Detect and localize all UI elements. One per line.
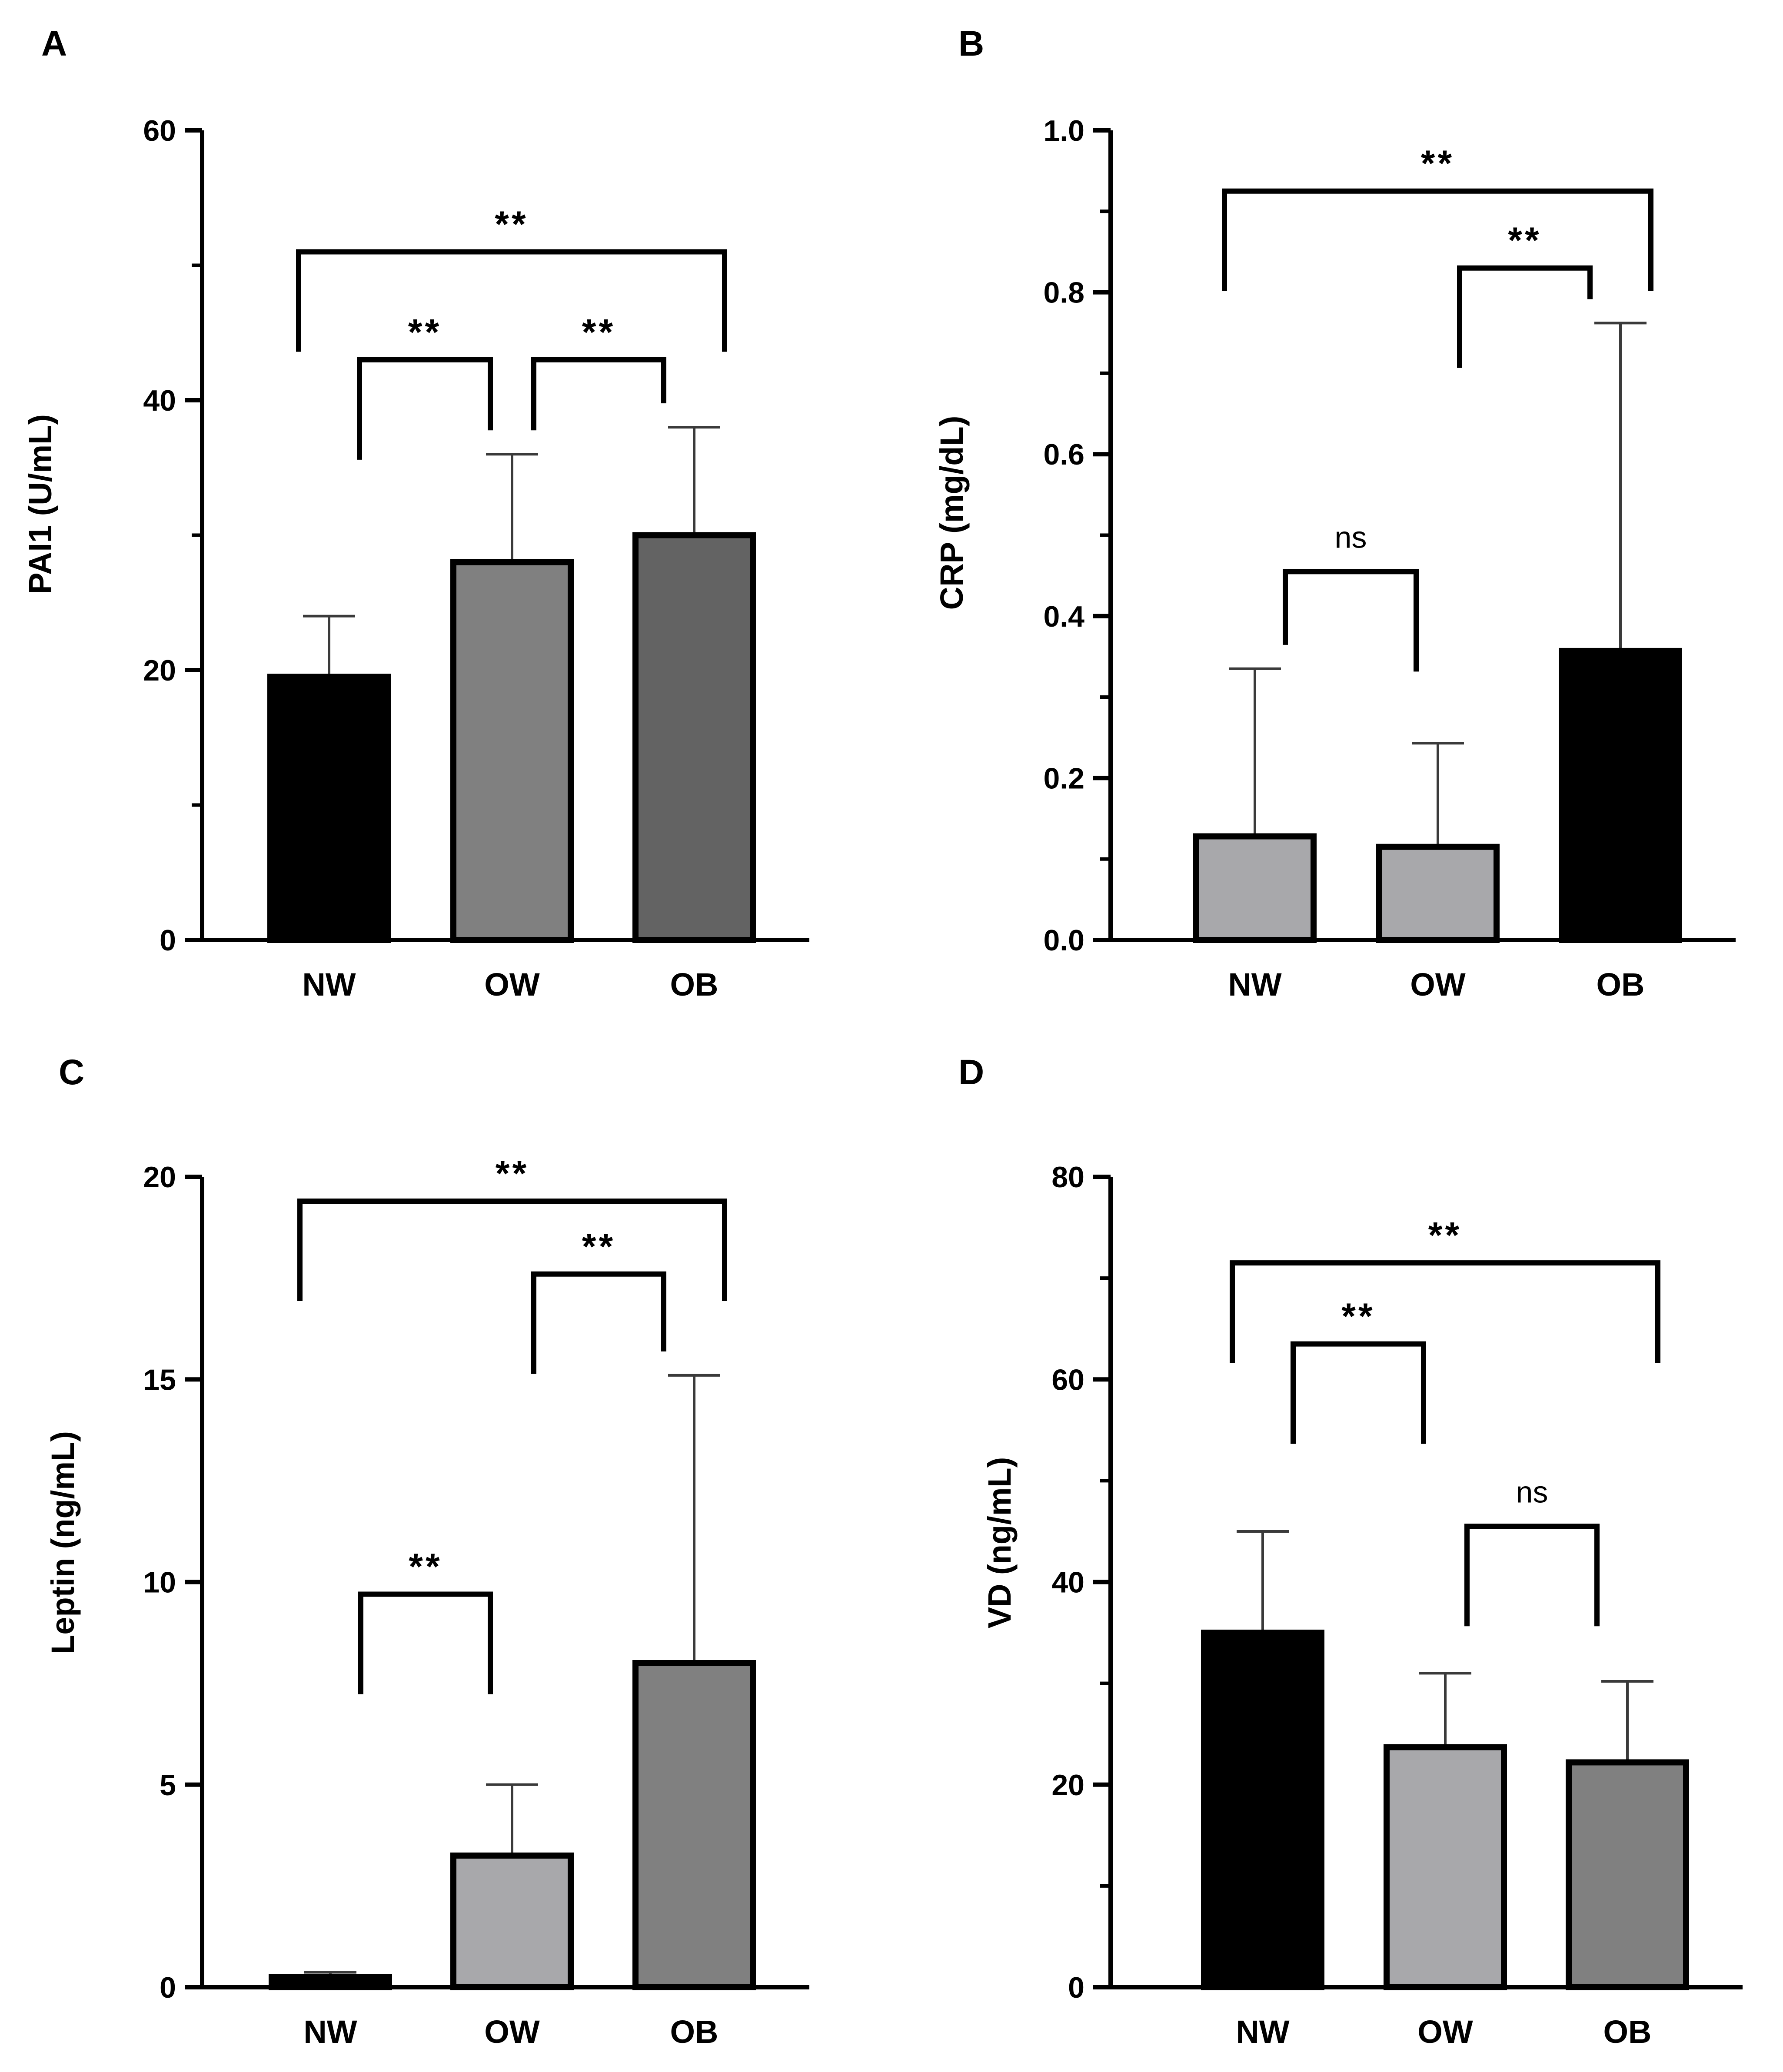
significance-bracket-d-1 — [1464, 1524, 1600, 1627]
plot-area-d: 0 20 40 60 80 NW OW OB ** ns ** — [1051, 1161, 1743, 2050]
y-tick-label-a-1: 20 — [143, 654, 176, 687]
y-tick-label-b-2: 0.4 — [1043, 600, 1084, 633]
y-tick-label-a-0: 0 — [160, 924, 176, 957]
significance-bracket-a-1 — [531, 357, 666, 431]
y-tick-label-b-0: 0.0 — [1043, 924, 1084, 957]
significance-label-a-2: ** — [495, 203, 528, 244]
y-tick-label-c-1: 5 — [160, 1769, 176, 1802]
significance-label-c-1: ** — [582, 1226, 615, 1267]
panel-letter-a: A — [41, 24, 67, 63]
panel-b: B CRP (mg/dL) 0.0 0.2 0.4 0.6 0.8 1.0 NW OW OB ns… — [934, 24, 1736, 1003]
x-tick-label-c-ow: OW — [484, 2014, 540, 2050]
x-tick-label-c-ob: OB — [670, 2014, 719, 2050]
significance-bracket-b-1 — [1457, 265, 1593, 368]
significance-bracket-d-2 — [1230, 1260, 1660, 1363]
y-tick-label-b-3: 0.6 — [1043, 438, 1084, 471]
x-tick-label-b-ow: OW — [1410, 966, 1466, 1003]
significance-bracket-b-2 — [1222, 188, 1653, 291]
y-tick-label-d-2: 40 — [1051, 1566, 1084, 1599]
x-tick-label-b-nw: NW — [1228, 966, 1281, 1003]
y-tick-label-d-3: 60 — [1051, 1363, 1084, 1396]
significance-label-a-1: ** — [582, 312, 615, 352]
y-tick-label-c-4: 20 — [143, 1161, 176, 1194]
bar-d-ow — [1384, 1744, 1507, 1990]
bar-c-ob — [632, 1660, 756, 1990]
y-axis-title-b: CRP (mg/dL) — [934, 416, 970, 610]
significance-bracket-c-1 — [531, 1271, 666, 1374]
panel-c: C Leptin (ng/mL) 0 5 10 15 20 NW OW OB ** ** ** — [45, 1053, 809, 2050]
bar-d-ob — [1566, 1759, 1689, 1990]
x-tick-label-a-ob: OB — [670, 966, 719, 1003]
y-axis-title-a: PAI1 (U/mL) — [22, 414, 58, 594]
y-tick-label-c-2: 10 — [143, 1566, 176, 1599]
bar-a-nw — [267, 674, 391, 943]
bar-a-ob — [632, 532, 756, 943]
y-tick-label-c-3: 15 — [143, 1363, 176, 1396]
panel-letter-c: C — [59, 1053, 84, 1092]
bar-a-ow — [450, 559, 574, 943]
y-axis-title-c: Leptin (ng/mL) — [45, 1431, 81, 1654]
panel-a: A PAI1 (U/mL) 0 20 40 60 NW OW OB ** ** ** — [22, 24, 809, 1003]
bar-d-nw — [1201, 1630, 1324, 1990]
y-tick-label-b-5: 1.0 — [1043, 114, 1084, 147]
y-tick-label-d-0: 0 — [1068, 1971, 1084, 2004]
panel-d: D VD (ng/mL) 0 20 40 60 80 NW OW OB ** ns ** — [958, 1053, 1743, 2050]
significance-label-c-2: ** — [496, 1153, 529, 1194]
y-tick-label-c-0: 0 — [160, 1971, 176, 2004]
bar-b-ob — [1559, 648, 1682, 943]
significance-bracket-c-0 — [358, 1591, 493, 1694]
bar-b-ow — [1376, 843, 1500, 943]
y-tick-label-d-4: 80 — [1051, 1161, 1084, 1194]
plot-area-b: 0.0 0.2 0.4 0.6 0.8 1.0 NW OW OB ns ** ** — [1043, 114, 1736, 1003]
plot-area-c: 0 5 10 15 20 NW OW OB ** ** ** — [143, 1153, 809, 2050]
x-tick-label-a-nw: NW — [302, 966, 356, 1003]
x-tick-label-c-nw: NW — [303, 2014, 357, 2050]
y-tick-label-b-1: 0.2 — [1043, 762, 1084, 795]
panel-letter-d: D — [958, 1053, 984, 1092]
panel-letter-b: B — [958, 24, 984, 63]
x-tick-label-d-nw: NW — [1236, 2014, 1289, 2050]
significance-label-d-1: ns — [1516, 1475, 1548, 1509]
significance-label-c-0: ** — [409, 1546, 442, 1587]
y-tick-label-d-1: 20 — [1051, 1769, 1084, 1802]
x-tick-label-a-ow: OW — [484, 966, 540, 1003]
significance-bracket-b-0 — [1283, 569, 1419, 672]
significance-label-d-0: ** — [1341, 1296, 1375, 1337]
y-tick-label-a-3: 60 — [143, 114, 176, 147]
x-tick-label-d-ob: OB — [1603, 2014, 1652, 2050]
significance-bracket-c-2 — [297, 1198, 727, 1301]
significance-label-b-2: ** — [1421, 143, 1454, 184]
bar-c-ow — [450, 1852, 574, 1990]
significance-label-d-2: ** — [1428, 1215, 1462, 1255]
significance-label-b-1: ** — [1508, 220, 1541, 261]
significance-label-b-0: ns — [1335, 520, 1367, 554]
x-tick-label-d-ow: OW — [1417, 2014, 1473, 2050]
significance-bracket-a-2 — [296, 249, 727, 352]
bar-b-nw — [1193, 833, 1317, 943]
y-tick-label-b-4: 0.8 — [1043, 276, 1084, 309]
y-axis-title-d: VD (ng/mL) — [981, 1457, 1018, 1629]
significance-label-a-0: ** — [408, 312, 442, 352]
plot-area-a: 0 20 40 60 NW OW OB ** ** ** — [143, 114, 809, 1003]
significance-bracket-d-0 — [1291, 1341, 1426, 1444]
x-tick-label-b-ob: OB — [1597, 966, 1645, 1003]
significance-bracket-a-0 — [357, 357, 493, 460]
y-tick-label-a-2: 40 — [143, 384, 176, 417]
